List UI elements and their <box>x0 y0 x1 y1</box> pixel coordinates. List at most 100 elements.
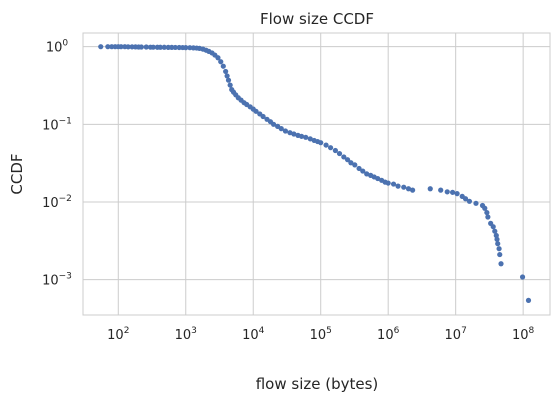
data-point <box>473 200 479 206</box>
y-tick-exponent: −3 <box>59 272 72 282</box>
data-point <box>410 187 416 193</box>
x-axis-title: flow size (bytes) <box>256 375 379 393</box>
data-point <box>323 142 329 148</box>
data-point <box>492 228 498 234</box>
data-point <box>150 44 156 50</box>
data-point <box>336 150 343 157</box>
data-point <box>125 44 131 50</box>
data-point <box>490 224 496 230</box>
data-point <box>118 44 124 50</box>
chart-title: Flow size CCDF <box>260 10 374 28</box>
data-point <box>454 191 460 197</box>
x-tick-label: 108 <box>512 326 535 343</box>
data-point <box>303 134 309 140</box>
x-tick-exponent: 8 <box>529 326 535 336</box>
data-point <box>307 136 313 142</box>
data-point <box>172 44 178 51</box>
data-point <box>352 162 358 168</box>
data-point <box>291 131 297 137</box>
data-point <box>385 180 391 186</box>
x-tick-label: 105 <box>310 326 332 343</box>
data-point <box>395 183 401 189</box>
data-point <box>341 154 347 160</box>
data-point <box>220 63 226 69</box>
data-point <box>253 108 259 114</box>
x-tick-exponent: 7 <box>461 326 467 336</box>
data-point <box>360 168 366 174</box>
data-point <box>482 205 488 211</box>
y-tick-label: 10−1 <box>42 116 72 133</box>
data-point <box>444 189 450 195</box>
data-point <box>225 77 232 83</box>
data-point <box>98 44 104 50</box>
data-point <box>348 160 354 166</box>
y-tick-base: 10 <box>42 196 59 211</box>
data-point <box>485 214 491 220</box>
data-point <box>493 232 499 239</box>
data-point <box>138 44 144 50</box>
y-tick-exponent: 0 <box>62 39 68 49</box>
data-point <box>495 241 501 247</box>
y-tick-label: 10−2 <box>42 194 72 211</box>
x-tick-base: 10 <box>107 328 124 343</box>
data-point <box>344 157 351 163</box>
data-point <box>427 186 433 192</box>
y-tick-base: 10 <box>42 118 59 133</box>
data-point <box>215 55 221 61</box>
data-point <box>282 128 289 134</box>
data-point <box>143 44 149 50</box>
data-point <box>484 209 490 216</box>
x-tick-label: 104 <box>242 326 265 343</box>
y-tick-base: 10 <box>46 41 63 56</box>
y-axis-title: CCDF <box>8 153 26 194</box>
x-tick-exponent: 5 <box>326 326 332 336</box>
data-point <box>157 44 163 50</box>
data-point <box>298 133 305 139</box>
x-tick-label: 103 <box>175 326 197 343</box>
x-tick-label: 102 <box>107 326 129 343</box>
data-point <box>449 189 456 195</box>
x-tick-exponent: 3 <box>191 326 197 336</box>
x-tick-label: 107 <box>445 326 467 343</box>
data-point <box>498 261 504 267</box>
data-point <box>497 251 503 258</box>
x-tick-label: 106 <box>377 326 400 343</box>
data-point <box>260 113 266 120</box>
x-tick-base: 10 <box>310 328 327 343</box>
data-point <box>405 186 412 192</box>
data-point <box>327 145 334 151</box>
x-tick-base: 10 <box>175 328 192 343</box>
x-tick-base: 10 <box>445 328 462 343</box>
data-point <box>227 82 233 88</box>
data-point <box>161 44 167 50</box>
y-tick-exponent: −2 <box>59 194 72 204</box>
data-point <box>525 297 532 303</box>
data-point <box>318 140 324 146</box>
data-point <box>278 126 284 132</box>
data-point <box>270 121 277 127</box>
data-point <box>223 68 229 75</box>
x-tick-base: 10 <box>377 328 394 343</box>
data-point <box>438 187 444 193</box>
x-tick-base: 10 <box>242 328 259 343</box>
data-point <box>494 236 500 242</box>
data-point <box>356 165 362 172</box>
data-point <box>375 175 381 182</box>
data-point <box>224 73 230 79</box>
data-point <box>183 45 189 51</box>
y-tick-label: 100 <box>46 39 69 56</box>
y-tick-base: 10 <box>42 274 59 289</box>
data-point <box>218 59 224 65</box>
data-point <box>401 184 407 190</box>
data-point <box>364 171 370 177</box>
x-tick-exponent: 2 <box>124 326 130 336</box>
data-point <box>287 130 293 136</box>
data-point <box>332 147 338 154</box>
data-point <box>390 181 397 187</box>
marker-layer <box>98 44 532 303</box>
data-point <box>496 246 502 252</box>
data-point <box>519 274 526 280</box>
